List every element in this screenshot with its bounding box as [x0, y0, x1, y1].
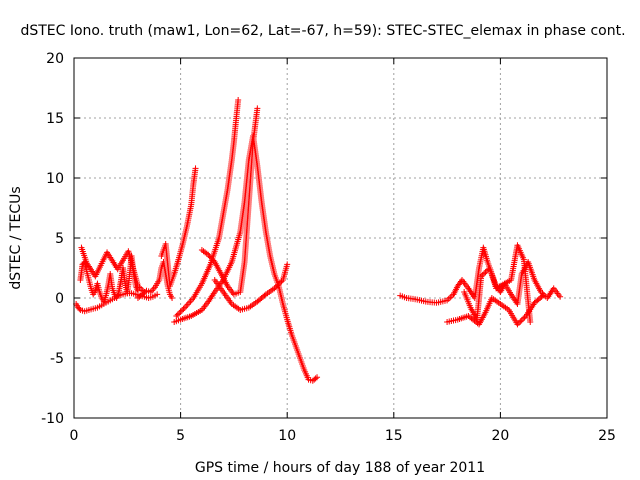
data-point — [447, 294, 454, 301]
x-tick-label: 20 — [491, 428, 509, 444]
series-arc-a-mid — [77, 253, 141, 305]
data-point — [314, 374, 321, 381]
data-point — [278, 278, 285, 285]
data-point — [271, 285, 278, 292]
data-point — [261, 292, 268, 299]
series-arc-d — [173, 97, 242, 319]
series-arc-f — [198, 105, 261, 298]
series-arc-g — [211, 261, 291, 313]
data-point — [481, 270, 488, 277]
data-point — [518, 317, 525, 324]
series-arc-a-spikes — [78, 244, 148, 295]
x-tick-label: 0 — [70, 428, 79, 444]
data-point — [205, 251, 212, 258]
x-tick-label: 10 — [278, 428, 296, 444]
y-tick-label: 10 — [46, 171, 64, 187]
data-point — [235, 97, 242, 103]
y-tick-label: -10 — [41, 411, 64, 427]
data-point — [179, 307, 186, 314]
x-axis-label: GPS time / hours of day 188 of year 2011 — [195, 460, 485, 476]
data-point — [520, 315, 527, 322]
series-arc-j — [461, 242, 534, 325]
plot-frame — [73, 57, 608, 419]
y-tick-label: 0 — [55, 291, 64, 307]
data-point — [177, 308, 184, 315]
data-point — [478, 273, 485, 280]
data-point — [142, 289, 149, 295]
grid — [74, 58, 607, 418]
data-point — [521, 314, 528, 321]
chart-title: dSTEC Iono. truth (maw1, Lon=62, Lat=-67… — [20, 23, 625, 39]
data-point — [515, 320, 522, 326]
data-point — [540, 292, 547, 299]
data-point — [538, 293, 545, 300]
data-point — [180, 306, 187, 312]
y-tick-label: 20 — [46, 51, 64, 67]
data-point — [312, 375, 319, 382]
data-point — [483, 267, 490, 274]
data-point — [176, 310, 183, 317]
tick-labels: 0 5 10 15 20 25 -10 -5 0 5 10 15 20 — [41, 51, 616, 444]
data-point — [527, 319, 534, 325]
data-point — [206, 253, 213, 260]
data-point — [173, 313, 180, 319]
data-point — [272, 284, 279, 290]
data-point — [482, 269, 489, 276]
y-axis-label: dSTEC / TECUs — [8, 186, 24, 289]
x-tick-label: 25 — [598, 428, 616, 444]
data-point — [284, 261, 291, 268]
data-point — [209, 256, 216, 263]
data-point — [254, 105, 261, 112]
series-arc-c — [158, 165, 199, 289]
data-point — [557, 293, 564, 300]
data-point — [174, 311, 181, 318]
data-point — [154, 291, 161, 298]
data-point — [169, 295, 176, 301]
data-point — [274, 282, 281, 289]
data-point — [76, 305, 83, 312]
data-point — [514, 321, 521, 328]
x-tick-label: 15 — [385, 428, 403, 444]
data-point — [275, 281, 282, 288]
data-point — [479, 272, 486, 278]
x-tick-label: 5 — [176, 428, 185, 444]
data-point — [207, 254, 214, 261]
y-tick-label: 15 — [46, 111, 64, 127]
data-point — [517, 318, 524, 325]
data-points — [73, 97, 564, 384]
y-tick-label: -5 — [50, 351, 64, 367]
data-point — [277, 279, 284, 286]
data-point — [210, 257, 217, 264]
y-tick-label: 5 — [55, 231, 64, 247]
data-point — [192, 165, 199, 172]
series-arc-i — [444, 292, 547, 328]
